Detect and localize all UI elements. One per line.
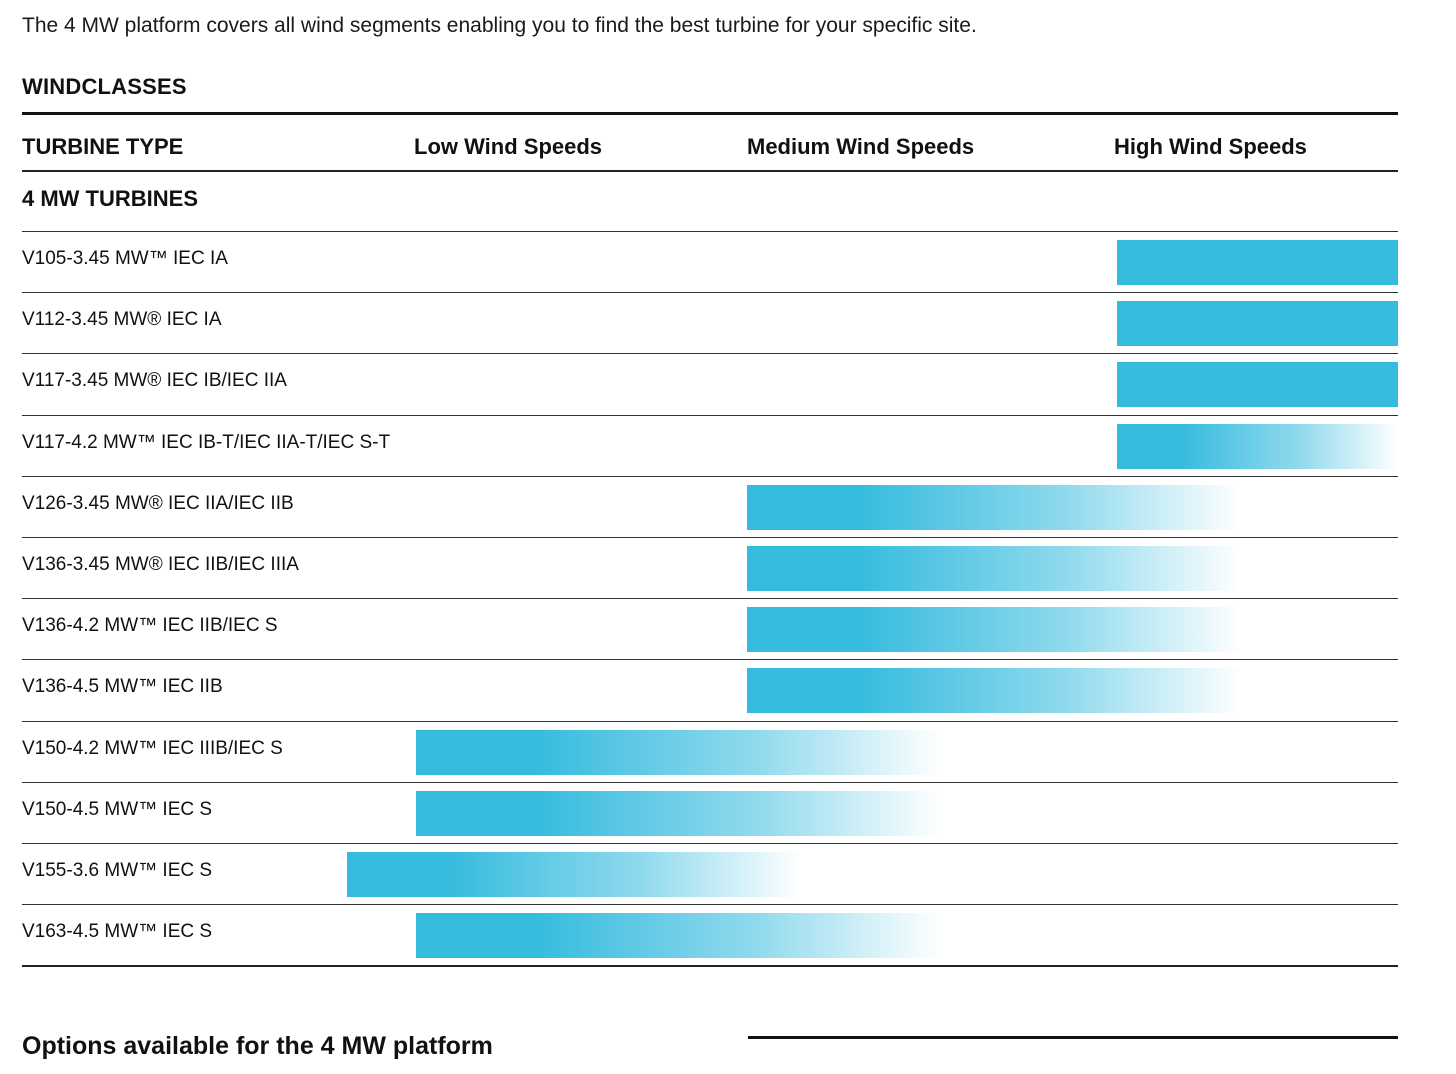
table-row: V136-4.2 MW™ IEC IIB/IEC S [22,599,1398,660]
turbine-label: V117-4.2 MW™ IEC IB-T/IEC IIA-T/IEC S-T [22,431,391,453]
row-divider [22,904,1398,906]
windclass-bar-high [1117,423,1398,469]
turbine-label: V136-3.45 MW® IEC IIB/IEC IIIA [22,554,299,575]
turbine-label: V117-3.45 MW® IEC IB/IEC IIA [22,370,287,392]
row-divider [22,353,1398,355]
table-row: V136-4.5 MW™ IEC IIB [22,660,1398,721]
row-divider [22,659,1398,661]
row-divider [22,475,1398,477]
header-high-wind: High Wind Speeds [1114,134,1307,159]
header-divider [22,170,1398,172]
windclass-bar-low [415,790,942,836]
turbine-label: V105-3.45 MW™ IEC IA [22,248,228,269]
row-divider [22,781,1398,783]
table-row: V150-4.5 MW™ IEC S [22,783,1398,844]
turbine-label: V136-4.5 MW™ IEC IIB [22,676,223,698]
group-title: 4 MW TURBINES [22,186,198,211]
windclass-bar-high [1117,301,1398,347]
windclass-bar-low [346,852,801,897]
table-row: V136-3.45 MW® IEC IIB/IEC IIIA [22,538,1398,599]
row-divider [22,720,1398,722]
windclass-bar-low [415,729,942,775]
intro-text: The 4 MW platform covers all wind segmen… [22,14,977,37]
table-row: V112-3.45 MW® IEC IA [22,293,1398,354]
windclass-bar-medium [747,484,1242,530]
header-medium-wind: Medium Wind Speeds [747,134,975,159]
row-divider [22,598,1398,600]
turbine-label: V150-4.2 MW™ IEC IIIB/IEC S [22,737,283,759]
table-row: V117-3.45 MW® IEC IB/IEC IIA [22,354,1398,415]
table-row: V117-4.2 MW™ IEC IB-T/IEC IIA-T/IEC S-T [22,416,1398,477]
row-divider [22,965,1398,968]
turbine-label: V155-3.6 MW™ IEC S [22,860,213,881]
table-row: V126-3.45 MW® IEC IIA/IEC IIB [22,477,1398,538]
header-turbine-type: TURBINE TYPE [22,134,184,159]
header-low-wind: Low Wind Speeds [414,134,603,159]
turbine-label: V126-3.45 MW® IEC IIA/IEC IIB [22,492,294,514]
windclass-bar-medium [747,668,1242,714]
side-divider [748,1036,1398,1039]
table-row: V155-3.6 MW™ IEC S [22,844,1398,905]
table-row: V150-4.2 MW™ IEC IIIB/IEC S [22,722,1398,783]
windclass-bar-medium [747,546,1242,591]
windclass-bar-medium [747,607,1242,653]
section-divider [22,112,1398,115]
windclass-bar-high [1117,240,1398,285]
group-divider [22,231,1398,232]
turbine-label: V112-3.45 MW® IEC IA [22,309,222,331]
table-header: TURBINE TYPE Low Wind Speeds Medium Wind… [22,116,1398,170]
turbine-label: V163-4.5 MW™ IEC S [22,921,213,943]
options-title: Options available for the 4 MW platform [22,1032,493,1060]
windclass-bar-low [415,913,942,959]
turbine-label: V150-4.5 MW™ IEC S [22,798,213,820]
table-row: V163-4.5 MW™ IEC S [22,905,1398,966]
row-divider [22,537,1398,538]
row-divider [22,843,1398,844]
turbine-label: V136-4.2 MW™ IEC IIB/IEC S [22,615,278,637]
row-divider [22,292,1398,294]
row-divider [22,414,1398,416]
section-title: WINDCLASSES [22,74,187,99]
table-row: V105-3.45 MW™ IEC IA [22,232,1398,293]
windclass-bar-high [1117,362,1398,408]
